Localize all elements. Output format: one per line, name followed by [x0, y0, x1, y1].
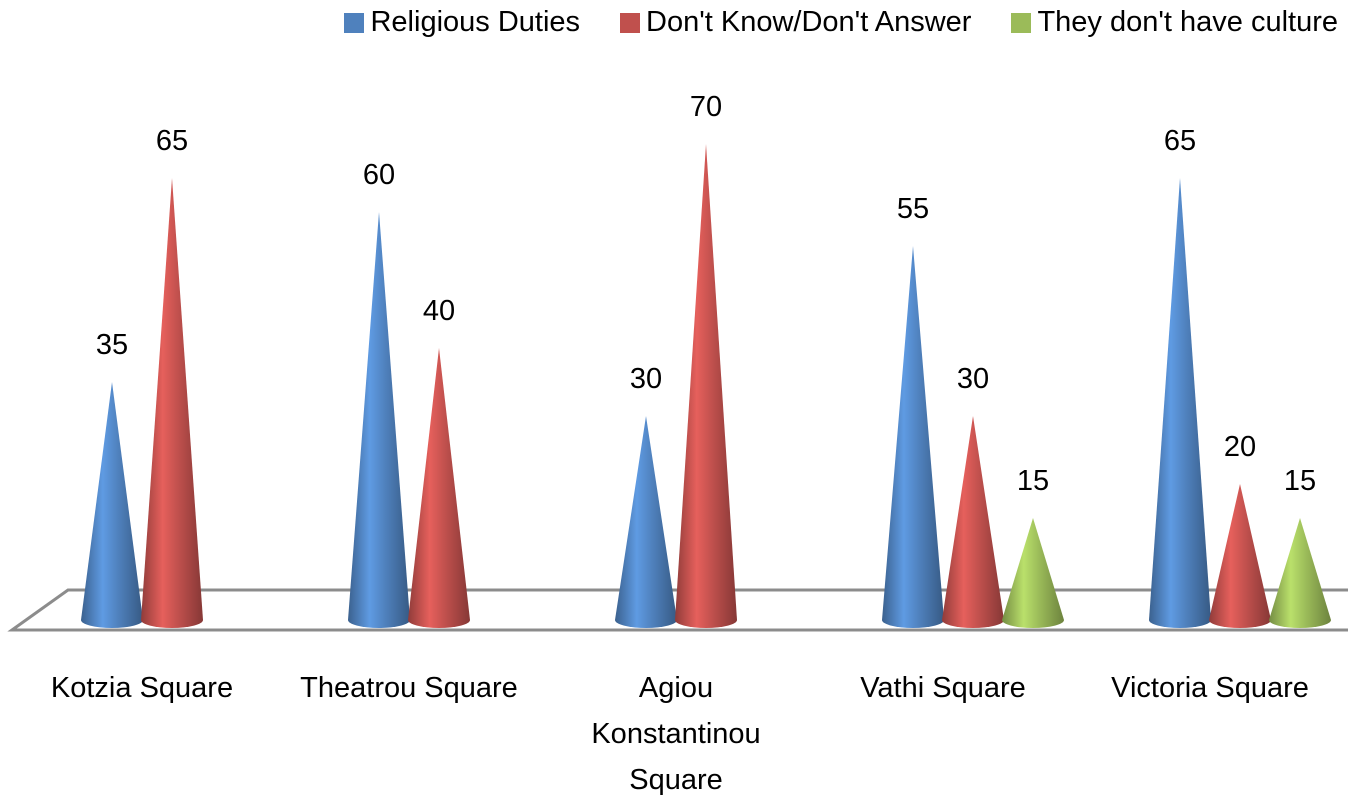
cone: [141, 178, 203, 628]
data-label: 30: [630, 363, 662, 395]
legend-item: They don't have culture: [1011, 6, 1338, 39]
cone: [942, 416, 1004, 628]
cone: [882, 246, 944, 628]
legend-label: Religious Duties: [370, 6, 581, 38]
data-label: 30: [957, 363, 989, 395]
data-label: 35: [96, 329, 128, 361]
x-tick-label: Vathi Square: [860, 672, 1026, 704]
x-tick-label: Kotzia Square: [50, 672, 234, 704]
data-label: 15: [1017, 465, 1049, 497]
legend-label: Don't Know/Don't Answer: [646, 6, 972, 38]
legend-item: Religious Duties: [344, 6, 580, 39]
cone: [1269, 518, 1331, 628]
data-label: 70: [690, 91, 722, 123]
legend-swatch: [344, 12, 365, 33]
cone: [1209, 484, 1271, 628]
cone: [1149, 178, 1211, 628]
cone: [1002, 518, 1064, 628]
data-label: 20: [1224, 431, 1256, 463]
cone: [675, 144, 737, 628]
data-label: 55: [897, 193, 929, 225]
cone: [348, 212, 410, 628]
legend-label: They don't have culture: [1037, 6, 1338, 38]
x-tick-label: Agiou Konstantinou Square: [591, 672, 761, 796]
floor: [7, 588, 1348, 632]
x-tick-label: Theatrou Square: [300, 672, 518, 704]
legend-swatch: [620, 12, 641, 33]
data-label: 40: [423, 295, 455, 327]
data-label: 15: [1284, 465, 1316, 497]
data-label: 65: [156, 125, 188, 157]
data-label: 65: [1164, 125, 1196, 157]
x-tick-label: Victoria Square: [1111, 672, 1309, 704]
legend-item: Don't Know/Don't Answer: [620, 6, 971, 39]
legend-swatch: [1011, 12, 1032, 33]
data-label: 60: [363, 159, 395, 191]
cone: [615, 416, 677, 628]
cone: [408, 348, 470, 628]
cone: [81, 382, 143, 628]
legend: Religious Duties Don't Know/Don't Answer T…: [0, 6, 1348, 39]
